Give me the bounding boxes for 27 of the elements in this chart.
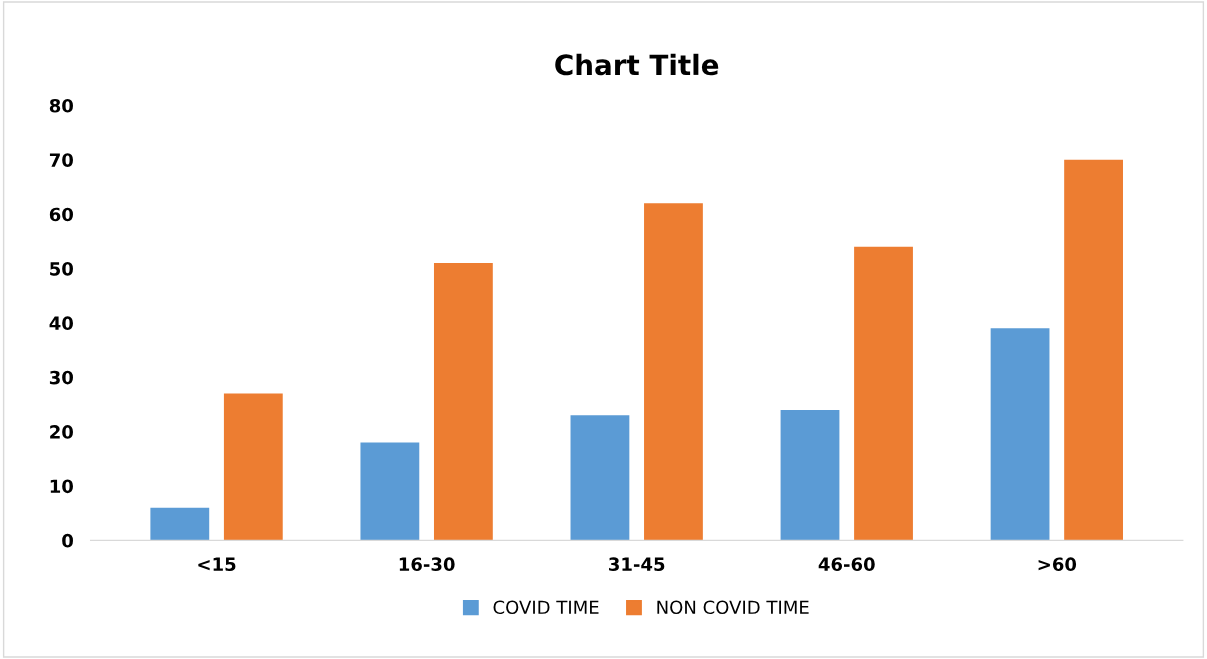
legend-label: NON COVID TIME (657, 600, 809, 615)
y-tick-label: 50 (50, 262, 73, 276)
y-tick-label: 60 (49, 207, 73, 222)
x-tick-label: <15 (198, 557, 236, 572)
bar (1064, 159, 1123, 541)
bar (780, 409, 840, 541)
y-tick-label: 80 (49, 98, 73, 113)
bar (433, 263, 493, 541)
x-tick-label: 46-60 (818, 557, 875, 572)
bar (223, 393, 283, 541)
y-tick-label: 20 (50, 425, 73, 439)
bar (644, 203, 703, 541)
bar (570, 415, 630, 541)
y-tick-label: 40 (49, 316, 73, 331)
y-tick-label: 0 (62, 533, 73, 548)
x-tick-label: >60 (1038, 557, 1077, 572)
bar (150, 507, 210, 541)
bar (854, 246, 913, 541)
x-tick-label: 16-30 (399, 557, 455, 572)
y-tick-label: 70 (49, 153, 73, 167)
x-tick-label: 31-45 (609, 557, 665, 572)
y-tick-label: 10 (50, 479, 73, 494)
chart-title: Chart Title (555, 53, 719, 76)
bar (990, 328, 1050, 541)
bar (360, 442, 420, 541)
legend-label: COVID TIME (493, 600, 599, 615)
y-tick-label: 30 (49, 370, 73, 385)
